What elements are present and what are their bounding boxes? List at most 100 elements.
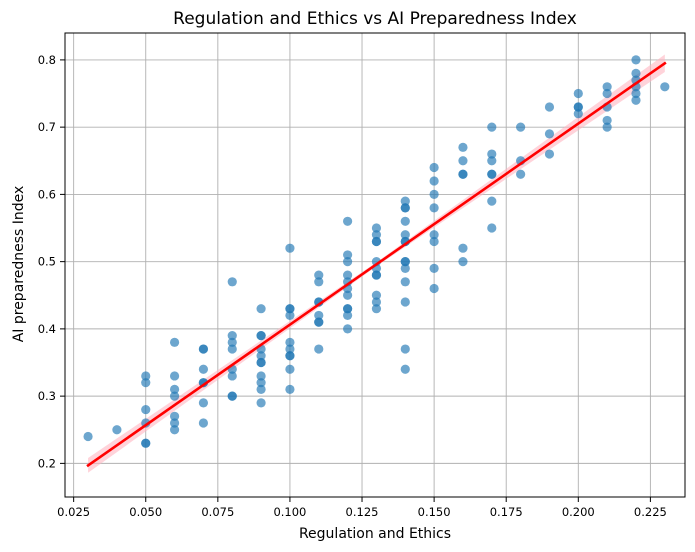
regression-line-path	[86, 61, 667, 468]
data-point	[141, 404, 151, 415]
data-point	[631, 55, 641, 65]
data-point	[400, 344, 410, 354]
data-point	[285, 304, 295, 314]
data-point	[487, 156, 497, 166]
data-point	[631, 95, 641, 105]
data-point	[227, 331, 237, 341]
data-point	[400, 196, 410, 206]
y-tick-label: 0.6	[38, 187, 56, 201]
y-axis-label: AI preparedness Index	[11, 186, 27, 343]
data-point	[573, 109, 583, 119]
y-tick-label: 0.5	[38, 255, 56, 269]
data-point	[573, 88, 583, 99]
data-point	[458, 243, 468, 253]
data-point	[198, 418, 209, 428]
data-point	[256, 351, 266, 361]
data-point	[371, 304, 382, 314]
data-point	[544, 129, 555, 139]
data-point	[227, 344, 237, 354]
data-point	[343, 304, 353, 314]
data-point	[487, 149, 497, 159]
data-point	[631, 88, 641, 99]
data-point	[429, 162, 439, 173]
data-point	[198, 378, 209, 388]
data-point	[256, 384, 266, 395]
data-point	[169, 391, 180, 401]
data-point	[429, 189, 439, 199]
data-point	[285, 337, 295, 347]
data-point	[285, 364, 295, 374]
data-point	[487, 223, 497, 233]
data-point	[487, 196, 497, 206]
data-point	[314, 277, 324, 287]
data-point	[371, 270, 382, 280]
chart-title: Regulation and Ethics vs AI Preparedness…	[173, 9, 577, 29]
y-tick-label: 0.8	[38, 53, 56, 67]
data-point	[343, 290, 353, 300]
x-tick-label: 0.125	[346, 505, 379, 519]
data-point	[285, 310, 295, 321]
data-point	[256, 371, 266, 381]
data-point	[198, 344, 209, 354]
data-point	[429, 176, 439, 186]
y-tick-label: 0.4	[38, 322, 56, 336]
scatter-points	[83, 55, 670, 448]
data-point	[227, 391, 237, 401]
data-point	[227, 337, 237, 347]
data-point	[400, 230, 410, 240]
data-point	[602, 82, 612, 92]
data-point	[602, 115, 612, 126]
data-point	[400, 277, 410, 287]
data-point	[256, 331, 266, 341]
data-point	[516, 169, 526, 179]
data-point	[83, 431, 93, 442]
data-point	[429, 236, 439, 247]
data-point	[458, 156, 468, 166]
data-point	[285, 384, 295, 395]
data-point	[400, 257, 410, 267]
data-point	[429, 203, 439, 213]
data-point	[343, 270, 353, 280]
data-point	[602, 122, 612, 132]
x-tick-label: 0.050	[129, 505, 162, 519]
data-point	[314, 310, 324, 321]
data-point	[141, 378, 151, 388]
x-tick-label: 0.175	[490, 505, 523, 519]
data-point	[371, 290, 382, 300]
data-point	[371, 297, 382, 307]
data-point	[227, 277, 237, 287]
data-point	[458, 169, 468, 179]
data-point	[169, 425, 180, 435]
data-point	[371, 223, 382, 233]
x-tick-label: 0.200	[562, 505, 595, 519]
data-point	[256, 357, 266, 368]
data-point	[285, 351, 295, 361]
data-point	[285, 243, 295, 253]
data-point	[343, 324, 353, 334]
data-point	[371, 236, 382, 247]
data-point	[141, 438, 151, 448]
data-point	[400, 263, 410, 273]
x-tick-label: 0.025	[57, 505, 90, 519]
x-axis-ticks: 0.025 0.050 0.075 0.100 0.125 0.150 0.175 0.200…	[57, 497, 667, 519]
data-point	[256, 398, 266, 408]
y-tick-label: 0.2	[38, 456, 56, 470]
data-point	[198, 398, 209, 408]
data-point	[400, 203, 410, 213]
data-point	[429, 230, 439, 240]
data-point	[141, 371, 151, 381]
data-point	[660, 82, 670, 92]
x-tick-label: 0.100	[273, 505, 306, 519]
x-tick-label: 0.150	[418, 505, 451, 519]
data-point	[112, 425, 122, 435]
data-point	[458, 142, 468, 152]
data-point	[429, 263, 439, 273]
data-point	[314, 317, 324, 327]
data-point	[516, 122, 526, 132]
data-point	[544, 149, 555, 159]
regression-line	[86, 61, 667, 468]
data-point	[573, 102, 583, 112]
data-point	[602, 88, 612, 99]
data-point	[487, 169, 497, 179]
